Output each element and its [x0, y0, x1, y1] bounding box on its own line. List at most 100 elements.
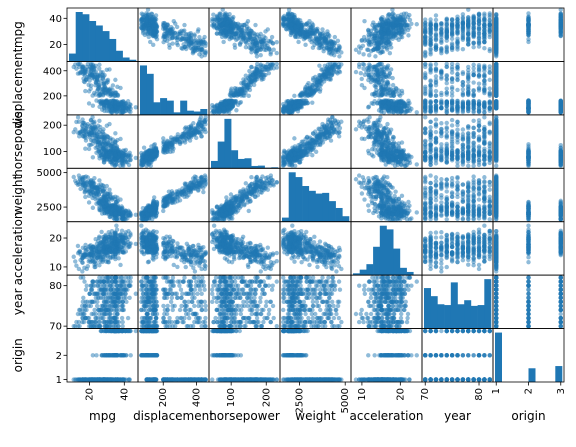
data-point	[292, 104, 297, 109]
data-point	[254, 40, 259, 45]
data-point	[190, 51, 196, 56]
data-point	[292, 93, 297, 99]
data-point	[433, 82, 439, 88]
data-point	[428, 92, 433, 97]
data-point	[221, 39, 226, 45]
data-point	[428, 66, 433, 71]
data-point	[113, 93, 118, 98]
data-point	[376, 45, 381, 51]
data-point	[387, 51, 393, 56]
data-point	[254, 51, 259, 56]
data-point	[182, 44, 188, 50]
data-point	[399, 34, 405, 40]
data-point	[487, 100, 492, 106]
data-point	[403, 26, 408, 32]
data-point	[390, 82, 396, 88]
data-point	[93, 92, 98, 97]
data-point	[526, 109, 531, 114]
data-point	[120, 109, 125, 114]
data-point	[303, 42, 308, 48]
hist-bar-displacement-8	[193, 111, 201, 115]
data-point	[494, 52, 499, 57]
data-point	[494, 17, 499, 22]
data-point	[471, 20, 476, 26]
data-point	[466, 32, 471, 37]
data-point	[254, 74, 260, 79]
data-point	[270, 41, 275, 46]
data-point	[375, 41, 380, 46]
data-point	[310, 24, 315, 30]
hist-bar-mpg-3	[89, 20, 97, 62]
data-point	[321, 49, 326, 54]
data-point	[428, 83, 433, 88]
data-point	[471, 69, 476, 75]
data-point	[289, 17, 294, 22]
data-point	[482, 74, 487, 79]
data-point	[386, 39, 392, 45]
data-point	[101, 82, 107, 88]
data-point	[226, 14, 231, 20]
hist-bar-mpg-7	[115, 50, 123, 62]
data-point	[423, 35, 428, 40]
data-point	[439, 23, 444, 28]
data-point	[423, 99, 428, 104]
data-point	[305, 101, 310, 106]
data-point	[471, 80, 476, 85]
data-point	[482, 46, 487, 51]
data-point	[487, 93, 492, 98]
data-point	[378, 30, 384, 35]
data-point	[558, 31, 563, 37]
data-point	[482, 39, 487, 44]
data-point	[487, 14, 492, 20]
panel-displacement-vs-year	[421, 61, 494, 116]
data-point	[234, 37, 239, 43]
data-point	[175, 31, 181, 36]
data-point	[476, 41, 482, 46]
data-point	[233, 21, 239, 27]
data-point	[444, 29, 449, 35]
data-point	[203, 50, 208, 56]
data-point	[558, 11, 563, 16]
data-point	[423, 27, 428, 32]
data-point	[449, 101, 455, 106]
hist-bar-mpg-6	[109, 38, 117, 62]
hist-bar-mpg-2	[82, 14, 90, 62]
data-point	[558, 15, 563, 20]
data-point	[307, 92, 313, 97]
data-point	[371, 47, 377, 52]
data-point	[317, 89, 323, 94]
hist-bar-displacement-1	[146, 73, 154, 115]
hist-bar-displacement-9	[200, 108, 208, 115]
data-point	[361, 66, 366, 71]
data-point	[423, 84, 428, 90]
data-point	[391, 93, 396, 98]
data-point	[369, 92, 375, 97]
data-point	[482, 16, 487, 21]
data-point	[382, 27, 387, 32]
data-point	[359, 82, 365, 88]
data-point	[228, 34, 234, 40]
data-point	[329, 44, 335, 49]
data-point	[558, 99, 563, 104]
data-point	[494, 99, 499, 104]
data-point	[310, 82, 315, 88]
data-point	[310, 31, 315, 36]
data-point	[380, 35, 385, 40]
data-point	[378, 86, 384, 92]
data-point	[384, 88, 390, 94]
data-point	[100, 76, 106, 82]
data-point	[390, 89, 395, 94]
data-point	[170, 41, 175, 46]
data-point	[476, 21, 482, 27]
data-point	[214, 103, 220, 108]
data-point	[248, 28, 254, 34]
data-point	[386, 18, 392, 24]
data-point	[247, 68, 252, 74]
data-point	[402, 15, 408, 20]
data-point	[526, 29, 531, 34]
data-point	[386, 101, 392, 106]
data-point	[433, 13, 439, 18]
data-point	[258, 53, 263, 58]
data-point	[423, 75, 428, 81]
data-point	[433, 17, 439, 23]
